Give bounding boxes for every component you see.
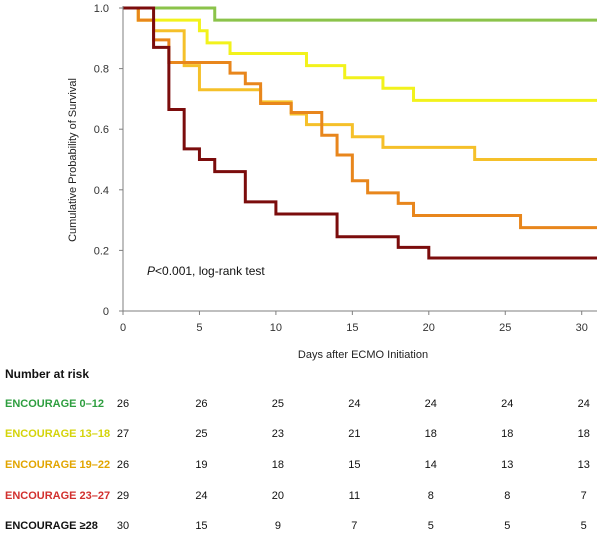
x-tick-label: 20 — [423, 322, 435, 334]
risk-value: 5 — [428, 520, 434, 532]
risk-value: 19 — [195, 459, 207, 471]
y-tick-label: 0.6 — [94, 124, 109, 136]
risk-value: 9 — [275, 520, 281, 532]
risk-value: 21 — [348, 428, 360, 440]
y-tick-label: 0.8 — [94, 64, 109, 76]
y-tick-label: 0 — [103, 306, 109, 318]
logrank-annotation: P<0.001, log-rank test — [147, 264, 265, 278]
x-tick-label: 5 — [196, 322, 202, 334]
risk-table-title: Number at risk — [5, 367, 89, 381]
risk-value: 30 — [117, 520, 129, 532]
survival-curve-5 — [123, 6, 597, 260]
risk-table: ENCOURAGE 0–12 26 26 25 24 24 24 24 ENCOURAGE 13… — [5, 398, 590, 532]
risk-value: 5 — [504, 520, 510, 532]
risk-row-label: ENCOURAGE 19–22 — [5, 459, 110, 471]
risk-value: 14 — [425, 459, 437, 471]
axes: 0 5 10 15 20 25 30 0 0.2 0.4 0.6 0.8 1.0 — [94, 3, 597, 334]
risk-value: 27 — [117, 428, 129, 440]
p-symbol: P — [147, 264, 155, 278]
risk-value: 7 — [351, 520, 357, 532]
risk-value: 13 — [501, 459, 513, 471]
risk-row-label: ENCOURAGE 13–18 — [5, 428, 110, 440]
risk-value: 26 — [117, 459, 129, 471]
risk-row-label: ENCOURAGE 23–27 — [5, 490, 110, 502]
risk-row-label: ENCOURAGE 0–12 — [5, 398, 104, 410]
risk-value: 13 — [578, 459, 590, 471]
risk-value: 25 — [195, 428, 207, 440]
y-axis-title: Cumulative Probability of Survival — [67, 78, 79, 242]
risk-value: 15 — [195, 520, 207, 532]
risk-value: 18 — [578, 428, 590, 440]
survival-curve-2 — [123, 6, 597, 102]
risk-value: 24 — [578, 398, 590, 410]
risk-value: 8 — [428, 490, 434, 502]
x-tick-label: 10 — [270, 322, 282, 334]
risk-value: 23 — [272, 428, 284, 440]
y-tick-label: 0.4 — [94, 185, 109, 197]
risk-value: 24 — [425, 398, 437, 410]
survival-curve-1 — [123, 6, 597, 22]
survival-curve-3 — [123, 6, 597, 161]
x-axis-title: Days after ECMO Initiation — [298, 349, 428, 361]
risk-value: 11 — [349, 490, 360, 502]
x-tick-label: 25 — [499, 322, 511, 334]
risk-value: 26 — [117, 398, 129, 410]
risk-value: 24 — [195, 490, 207, 502]
risk-row-label: ENCOURAGE ≥28 — [5, 520, 98, 532]
risk-value: 18 — [272, 459, 284, 471]
risk-value: 18 — [501, 428, 513, 440]
risk-value: 15 — [348, 459, 360, 471]
risk-value: 29 — [117, 490, 129, 502]
y-tick-label: 0.2 — [94, 245, 109, 257]
plot-area — [123, 6, 597, 260]
risk-value: 8 — [504, 490, 510, 502]
x-tick-label: 30 — [576, 322, 588, 334]
risk-value: 18 — [425, 428, 437, 440]
risk-value: 24 — [501, 398, 513, 410]
y-tick-label: 1.0 — [94, 3, 109, 15]
risk-value: 24 — [348, 398, 360, 410]
risk-value: 20 — [272, 490, 284, 502]
p-value-text: <0.001, log-rank test — [155, 264, 265, 278]
risk-value: 26 — [195, 398, 207, 410]
risk-value: 5 — [581, 520, 587, 532]
x-tick-label: 0 — [120, 322, 126, 334]
risk-value: 25 — [272, 398, 284, 410]
x-tick-label: 15 — [346, 322, 358, 334]
survival-curve-4 — [123, 6, 597, 230]
risk-value: 7 — [581, 490, 587, 502]
